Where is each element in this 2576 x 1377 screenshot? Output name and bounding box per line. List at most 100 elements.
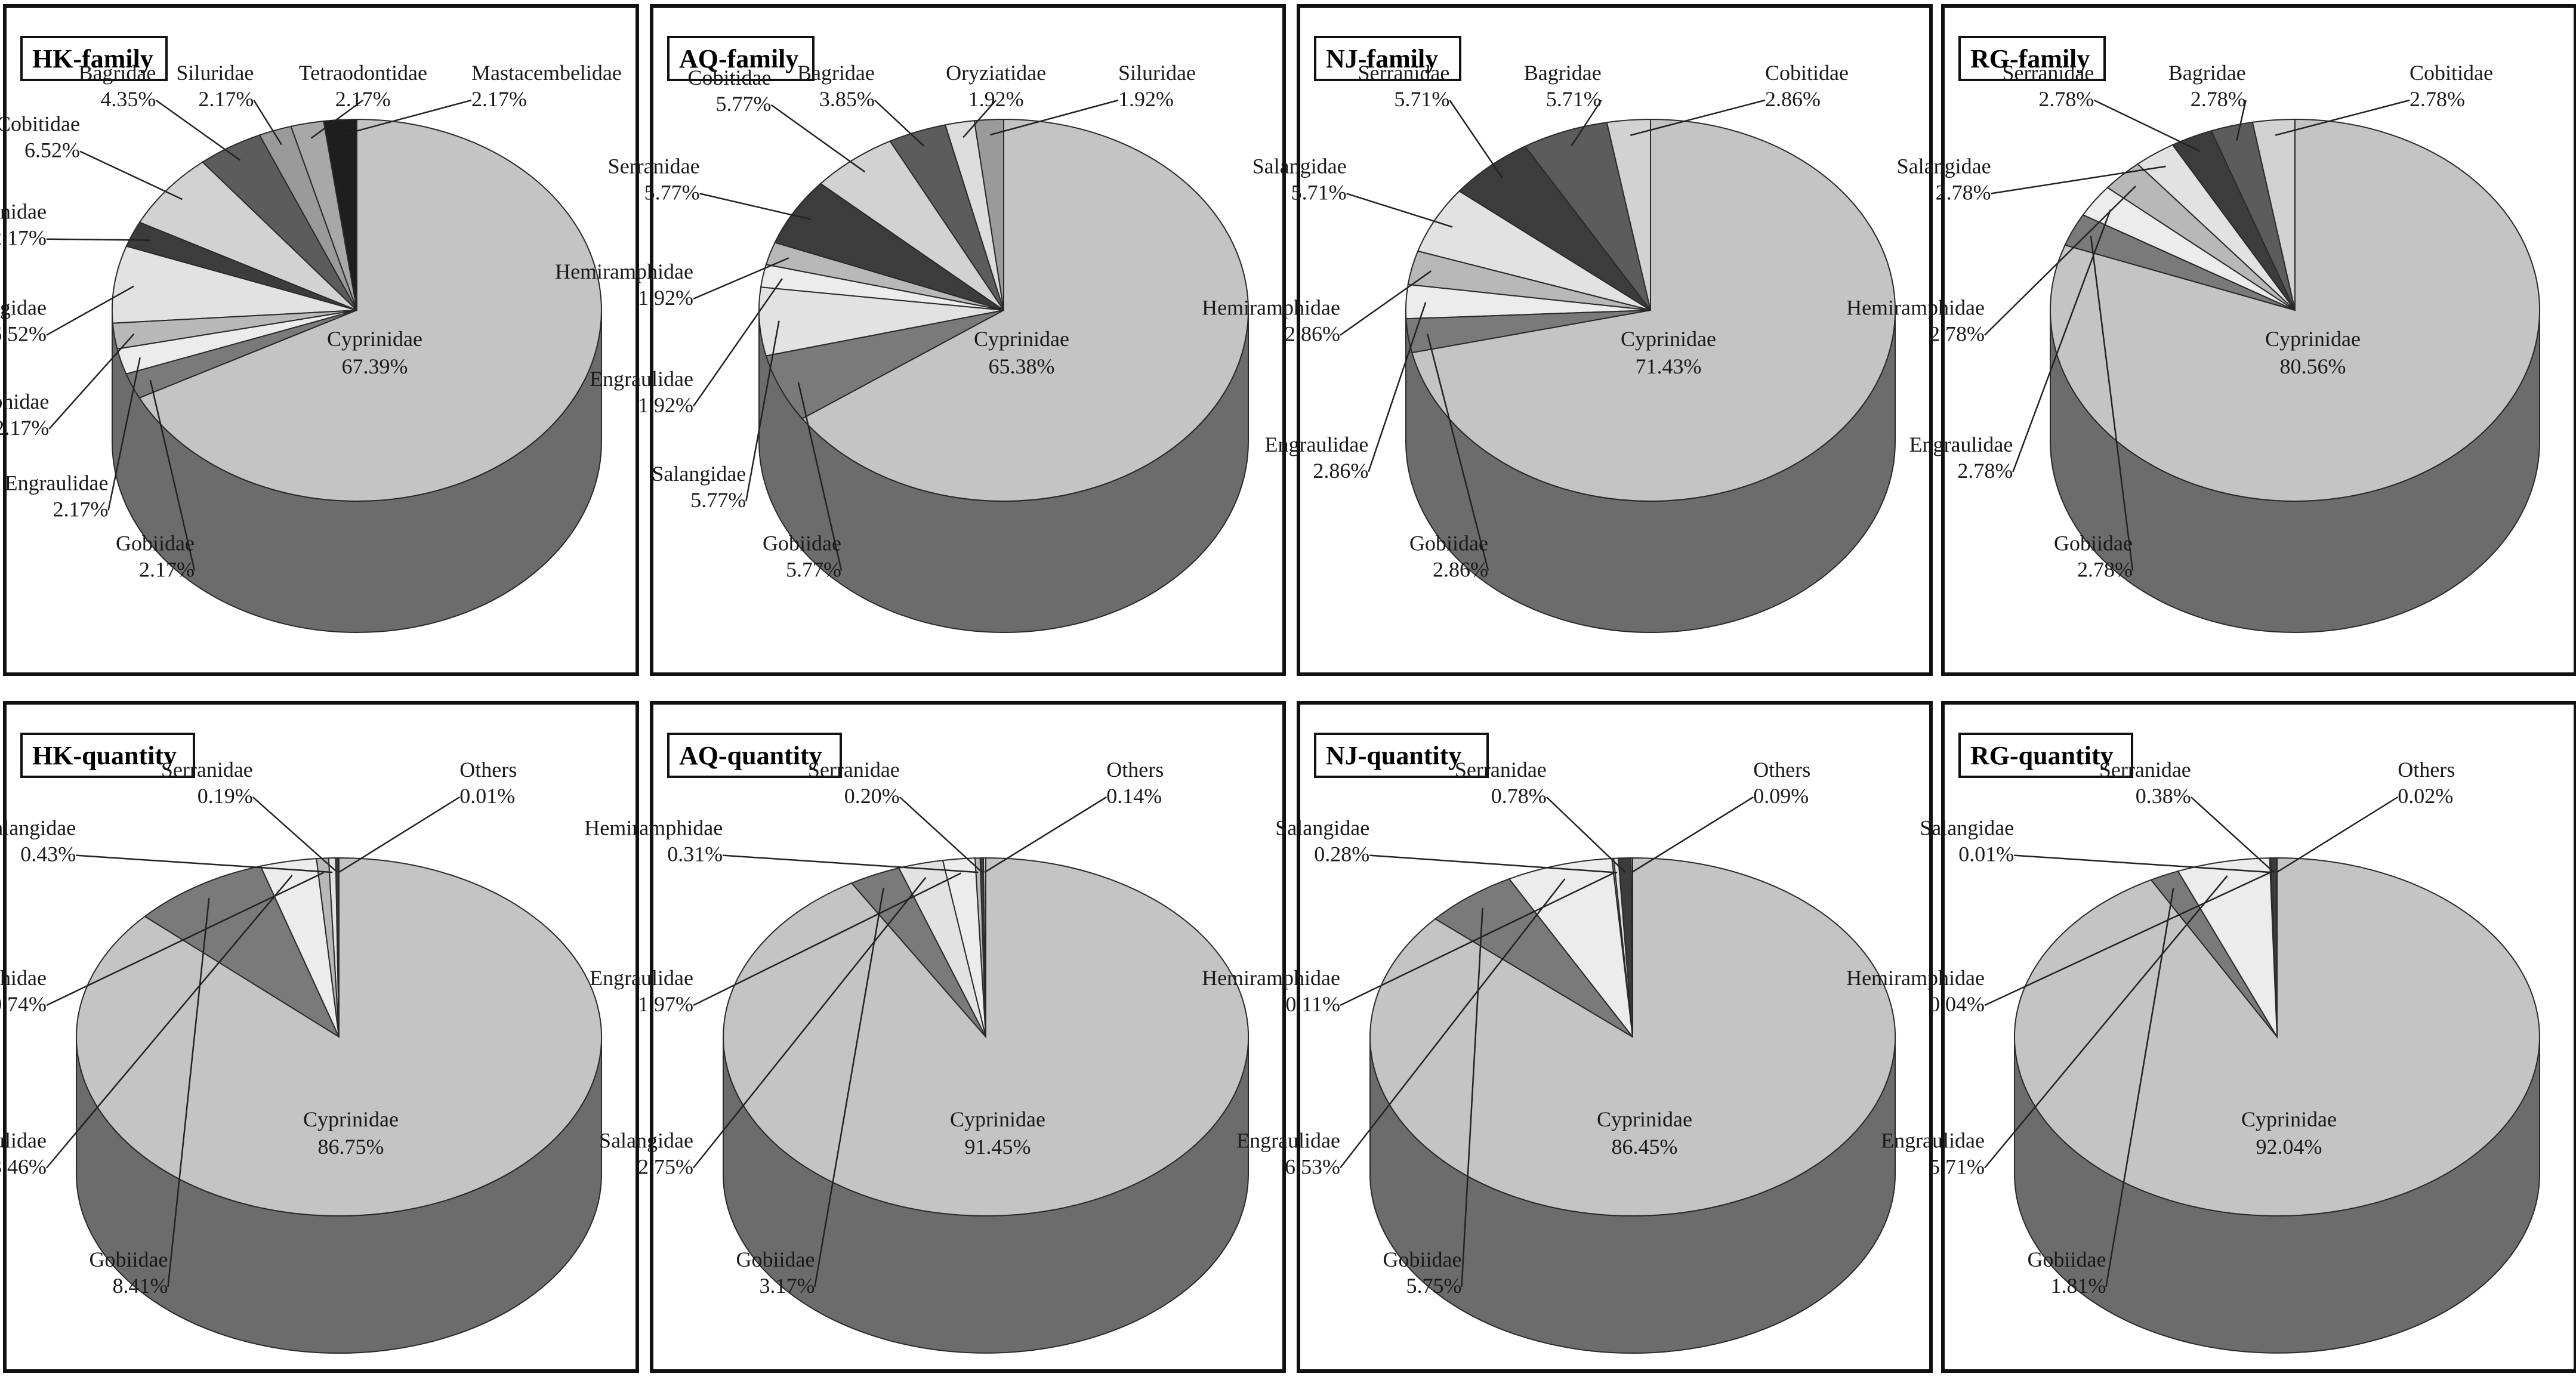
slice-label-name: Gobiidae <box>763 531 841 555</box>
leader-line <box>1340 878 1566 1169</box>
leader-line <box>149 379 196 571</box>
chart-title: RG-quantity <box>1970 741 2114 770</box>
slice-label-value: 2.78% <box>1957 459 2013 483</box>
chart-title-box <box>667 733 842 778</box>
leader-line <box>2090 236 2134 571</box>
slice-label-value: 0.74% <box>0 992 47 1016</box>
slice-label-name: Cyprinidae <box>2241 1107 2337 1131</box>
slice-label-name: Others <box>1753 758 1810 782</box>
slice-label-value: 2.86% <box>1765 87 1821 111</box>
slice-cyprinidae <box>1411 118 1896 502</box>
slice-label-name: Engraulidae <box>1909 433 2013 456</box>
slice-label-value: 5.71% <box>1929 1155 1985 1179</box>
chart-title-box <box>1314 36 1461 81</box>
chart-title: RG-family <box>1970 44 2090 73</box>
leader-line <box>2190 796 2275 873</box>
slice-label-value: 5.71% <box>1546 87 1602 111</box>
slice-engraulidae <box>1508 857 1634 1039</box>
slice-label-value: 2.78% <box>1936 180 1991 204</box>
chart-title-box <box>20 733 195 778</box>
leader-line <box>46 285 134 336</box>
slice-label-value: 2.17% <box>471 87 527 111</box>
leader-line <box>1571 100 1602 147</box>
slice-label-name: Gobiidae <box>2054 531 2133 555</box>
slice-label-name: Siluridae <box>176 61 254 85</box>
slice-label-value: 5.77% <box>716 92 772 116</box>
slice-label-value: 2.17% <box>0 226 47 250</box>
leader-line <box>48 334 135 430</box>
slice-label-name: Salangidae <box>1920 816 2014 840</box>
slice-label-value: 5.75% <box>1406 1274 1462 1298</box>
slice-label-name: Cobitidae <box>688 66 772 89</box>
chart-title: HK-family <box>32 44 153 73</box>
slice-label-value: 5.77% <box>786 557 841 581</box>
slice-label-name: Engraulidae <box>590 367 693 391</box>
leader-line <box>770 104 866 173</box>
slice-label-value: 6.52% <box>24 138 80 162</box>
slice-label-name: Engraulidae <box>5 471 109 495</box>
slice-serranidae <box>774 183 1004 311</box>
leader-line <box>76 854 333 873</box>
slice-cyprinidae <box>76 857 602 1217</box>
leader-line <box>167 898 210 1288</box>
slice-label-name: Hemiramphidae <box>0 390 49 413</box>
leader-line <box>1369 854 1618 873</box>
slice-label-name: Salangidae <box>1897 154 1991 178</box>
slice-label-name: Cobitidae <box>1765 61 1849 85</box>
slice-label-name: Salangidae <box>0 816 76 840</box>
slice-label-value: 2.17% <box>198 87 254 111</box>
slice-cobitidae <box>819 140 1004 311</box>
leader-line <box>1630 99 1766 137</box>
slice-engraulidae <box>2177 857 2278 1038</box>
leader-line <box>2014 854 2271 873</box>
leader-line <box>2276 796 2398 873</box>
leader-line <box>1984 871 2271 1006</box>
slice-label-value: 0.09% <box>1753 784 1809 808</box>
slice-label-value: 1.92% <box>968 87 1024 111</box>
leader-line <box>745 320 780 502</box>
leader-line <box>2275 99 2410 136</box>
slice-cobitidae <box>138 161 357 311</box>
leader-line <box>107 357 141 511</box>
slice-label-value: 80.56% <box>2280 354 2346 378</box>
slice-label-name: Hemiramphidae <box>584 816 723 840</box>
leader-line <box>253 100 282 146</box>
slice-label-name: Bagridae <box>78 61 156 85</box>
slice-label-name: Salangidae <box>0 296 47 320</box>
slice-label-value: 2.78% <box>2077 557 2133 581</box>
slice-label-name: Gobiidae <box>1383 1248 1462 1271</box>
leader-line <box>692 278 783 407</box>
panel-hk-family: HK-family Cyprinidae 67.39% Mastacembelidae… <box>0 4 639 676</box>
slice-label-name: Serranidae <box>2099 758 2191 782</box>
slice-label-value: 2.17% <box>53 498 109 521</box>
slice-label-value: 2.17% <box>139 557 195 581</box>
slice-label-value: 1.92% <box>1118 87 1174 111</box>
leader-line <box>874 100 925 147</box>
panel-nj-family: NJ-familyCyprinidae71.43%Cobitidae2.86%B… <box>1202 4 1933 676</box>
slice-label-value: 86.75% <box>318 1135 384 1159</box>
panel-aq-family: AQ-familyCyprinidae65.38%Siluridae1.92%O… <box>555 4 1286 676</box>
leader-line <box>723 854 979 873</box>
slice-label-value: 0.14% <box>1106 784 1162 808</box>
leader-line <box>1984 875 2228 1169</box>
slice-label-value: 2.86% <box>1433 557 1488 581</box>
slice-label-name: Mastacembelidae <box>471 61 622 85</box>
slice-label-name: Serranidae <box>161 758 253 782</box>
chart-title: NJ-family <box>1326 44 1438 73</box>
slice-salangidae <box>1417 190 1651 311</box>
slice-label-value: 2.78% <box>2410 87 2465 111</box>
leader-line <box>797 382 843 571</box>
leader-line <box>2012 209 2112 473</box>
slice-label-value: 1.92% <box>638 393 693 417</box>
slice-label-value: 0.01% <box>459 784 515 808</box>
chart-title: AQ-family <box>679 44 798 73</box>
slice-label-value: 0.43% <box>20 842 76 866</box>
slice-label-name: Bagridae <box>1524 61 1602 85</box>
slice-label-value: 2.78% <box>2038 87 2094 111</box>
slice-label-value: 0.19% <box>198 784 253 808</box>
slice-label-name: Others <box>459 758 517 782</box>
slice-label-name: Serranidae <box>0 200 47 224</box>
slice-serranidae <box>1458 146 1651 311</box>
slice-label-value: 0.20% <box>844 784 900 808</box>
leader-line <box>310 99 364 139</box>
